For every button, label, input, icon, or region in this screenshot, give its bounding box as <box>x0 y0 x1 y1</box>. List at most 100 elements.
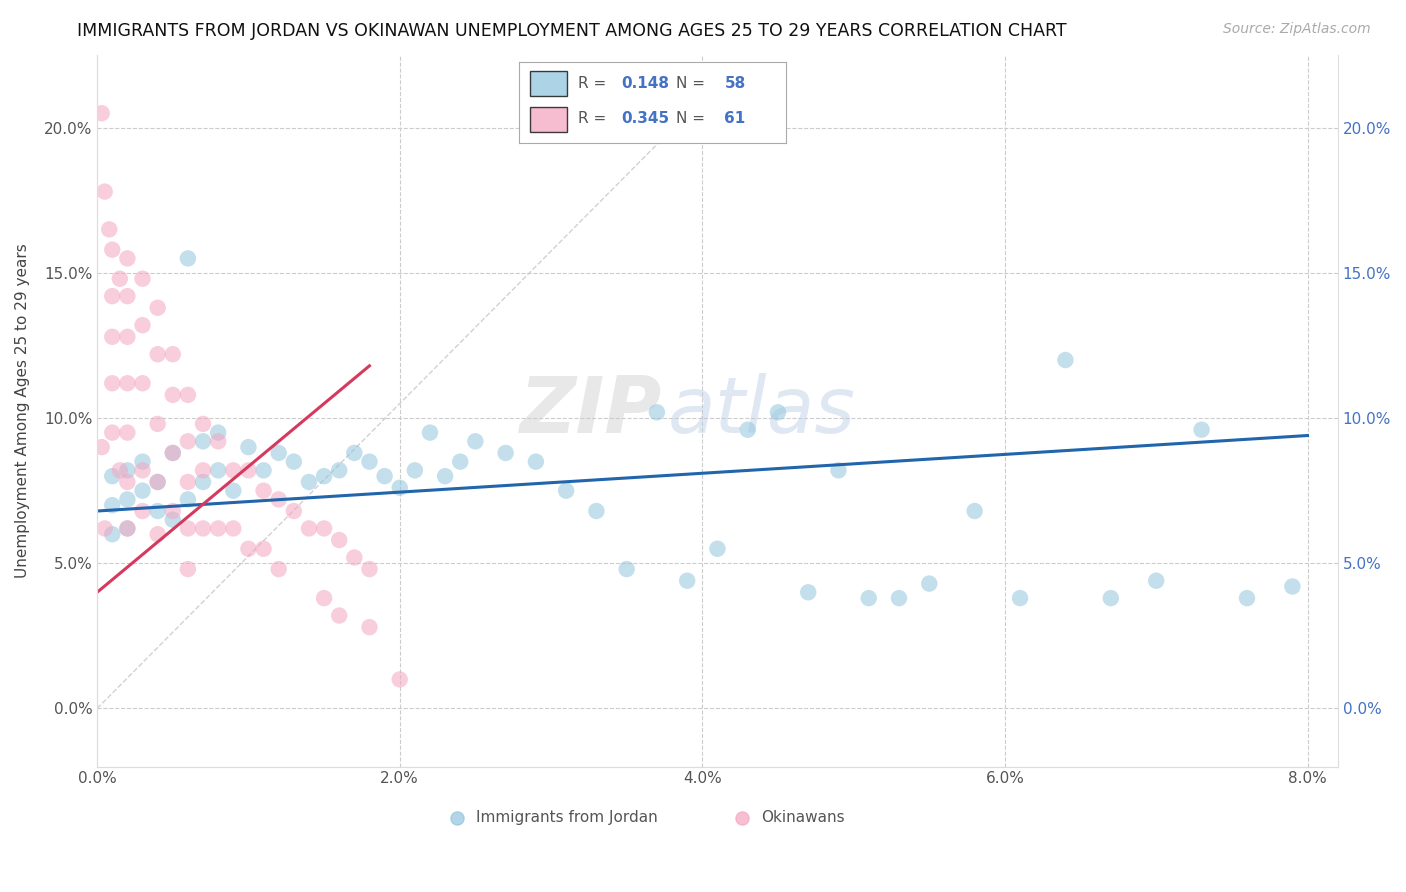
Text: Source: ZipAtlas.com: Source: ZipAtlas.com <box>1223 22 1371 37</box>
Point <box>191 417 214 431</box>
Point <box>283 504 305 518</box>
Point <box>101 469 124 483</box>
Point <box>131 463 153 477</box>
Point <box>706 541 728 556</box>
Point <box>101 376 124 391</box>
Point <box>90 440 112 454</box>
Point <box>131 376 153 391</box>
Point <box>1236 591 1258 606</box>
Text: Immigrants from Jordan: Immigrants from Jordan <box>475 810 657 825</box>
Point <box>222 521 245 535</box>
Point <box>328 608 350 623</box>
Point <box>645 405 668 419</box>
Point <box>238 463 260 477</box>
Point <box>90 106 112 120</box>
Point <box>177 562 200 576</box>
Point <box>207 521 229 535</box>
Point <box>146 475 169 489</box>
Point <box>131 455 153 469</box>
Point <box>918 576 941 591</box>
Point <box>177 252 200 266</box>
Point <box>207 425 229 440</box>
Text: Okinawans: Okinawans <box>761 810 845 825</box>
Point <box>343 446 366 460</box>
Point <box>328 533 350 547</box>
Point <box>177 475 200 489</box>
Point <box>388 481 411 495</box>
Point <box>146 475 169 489</box>
Point <box>495 446 517 460</box>
Point <box>434 469 457 483</box>
Point <box>963 504 986 518</box>
Point <box>1281 580 1303 594</box>
Point <box>117 463 139 477</box>
Point <box>252 541 274 556</box>
Point <box>464 434 486 449</box>
Point <box>162 446 184 460</box>
Point <box>162 504 184 518</box>
Point <box>766 405 789 419</box>
Point <box>252 483 274 498</box>
Point <box>177 388 200 402</box>
Point <box>146 527 169 541</box>
Point <box>101 243 124 257</box>
Text: IMMIGRANTS FROM JORDAN VS OKINAWAN UNEMPLOYMENT AMONG AGES 25 TO 29 YEARS CORREL: IMMIGRANTS FROM JORDAN VS OKINAWAN UNEMP… <box>77 22 1067 40</box>
Point <box>131 483 153 498</box>
Point <box>131 318 153 333</box>
Point <box>359 562 381 576</box>
Point <box>101 289 124 303</box>
Point <box>524 455 547 469</box>
Point <box>267 446 290 460</box>
Point <box>207 434 229 449</box>
Point <box>191 475 214 489</box>
Point <box>343 550 366 565</box>
Y-axis label: Unemployment Among Ages 25 to 29 years: Unemployment Among Ages 25 to 29 years <box>15 244 30 578</box>
Point <box>207 463 229 477</box>
Point <box>101 527 124 541</box>
Point <box>117 425 139 440</box>
Point <box>238 541 260 556</box>
Point <box>101 498 124 512</box>
Point <box>146 504 169 518</box>
Point <box>359 620 381 634</box>
Text: ZIP: ZIP <box>519 373 662 449</box>
Point <box>312 591 335 606</box>
Point <box>177 492 200 507</box>
Point <box>238 440 260 454</box>
Point <box>328 463 350 477</box>
Point <box>676 574 699 588</box>
Point <box>359 455 381 469</box>
Point <box>887 591 910 606</box>
Point <box>191 463 214 477</box>
Point <box>858 591 880 606</box>
Point <box>222 483 245 498</box>
Text: atlas: atlas <box>668 373 856 449</box>
Point <box>312 469 335 483</box>
Point <box>222 463 245 477</box>
Point <box>162 388 184 402</box>
Point <box>737 423 759 437</box>
Point <box>298 521 321 535</box>
Point <box>404 463 426 477</box>
Point <box>117 330 139 344</box>
Point <box>146 417 169 431</box>
Point <box>146 347 169 361</box>
Point <box>1191 423 1213 437</box>
Point <box>191 434 214 449</box>
Point <box>117 289 139 303</box>
Point <box>101 425 124 440</box>
Point <box>283 455 305 469</box>
Point <box>93 521 115 535</box>
Point <box>827 463 849 477</box>
Point <box>146 301 169 315</box>
Point <box>117 492 139 507</box>
Point <box>616 562 638 576</box>
Point <box>1099 591 1122 606</box>
Point <box>1144 574 1167 588</box>
Point <box>117 521 139 535</box>
Point <box>117 376 139 391</box>
Point <box>252 463 274 477</box>
Point <box>388 673 411 687</box>
Point <box>1054 353 1077 368</box>
Point <box>585 504 607 518</box>
